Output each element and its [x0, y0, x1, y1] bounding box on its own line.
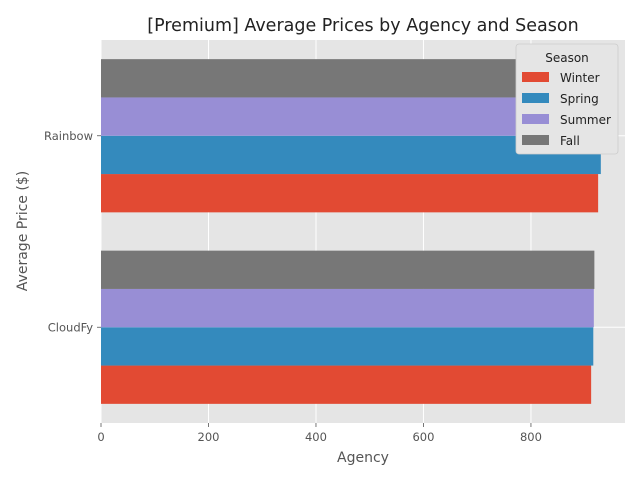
- legend-title: Season: [545, 51, 589, 65]
- bar-cloudfy-winter: [101, 365, 592, 404]
- legend-label-spring: Spring: [560, 92, 599, 106]
- y-tick-label-cloudfy: CloudFy: [48, 320, 93, 334]
- y-axis-label: Average Price ($): [15, 171, 31, 291]
- legend-label-fall: Fall: [560, 134, 580, 148]
- legend-label-winter: Winter: [560, 71, 600, 85]
- bar-cloudfy-fall: [101, 250, 595, 289]
- bar-rainbow-fall: [101, 59, 596, 98]
- x-tick-label-2: 400: [305, 430, 327, 444]
- legend-label-summer: Summer: [560, 113, 611, 127]
- legend-swatch-spring: [522, 93, 549, 103]
- chart-title: [Premium] Average Prices by Agency and S…: [147, 16, 578, 36]
- legend-swatch-winter: [522, 72, 549, 82]
- bar-rainbow-winter: [101, 174, 599, 213]
- x-tick-label-3: 600: [412, 430, 434, 444]
- y-ticks: CloudFy Rainbow: [44, 129, 101, 334]
- legend-swatch-fall: [522, 135, 549, 145]
- legend: Season Winter Spring Summer Fall: [515, 43, 619, 155]
- x-tick-label-0: 0: [97, 430, 104, 444]
- legend-box: [515, 43, 619, 155]
- x-ticks: 0 200 400 600 800: [97, 423, 542, 444]
- x-tick-label-4: 800: [520, 430, 542, 444]
- bar-cloudfy-spring: [101, 327, 594, 366]
- x-tick-label-1: 200: [198, 430, 220, 444]
- legend-swatch-summer: [522, 114, 549, 124]
- x-axis-label: Agency: [337, 450, 389, 466]
- y-tick-label-rainbow: Rainbow: [44, 129, 93, 143]
- bar-cloudfy-summer: [101, 288, 594, 328]
